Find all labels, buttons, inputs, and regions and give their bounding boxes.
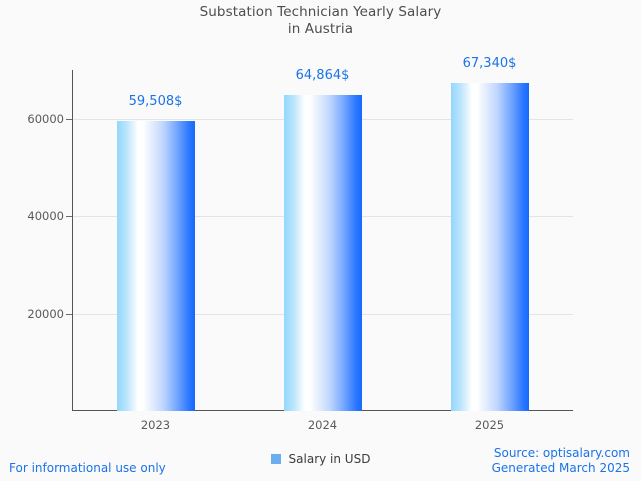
bar[interactable] (450, 82, 529, 411)
x-axis-tick-label: 2024 (307, 418, 338, 432)
bar-value-label: 67,340$ (462, 55, 517, 71)
y-axis-tick-label: 60000 (27, 111, 64, 126)
x-axis-tick-label: 2023 (140, 418, 171, 432)
source-line: Source: optisalary.com (493, 446, 630, 460)
bar[interactable] (116, 121, 195, 411)
bar-value-label: 64,864$ (295, 68, 350, 84)
y-axis-labels: 20000 40000 60000 (0, 70, 64, 411)
x-axis-tick-label: 2025 (474, 418, 505, 432)
chart-title-line-1: Substation Technician Yearly Salary (199, 4, 442, 20)
generated-line: Generated March 2025 (491, 461, 630, 475)
disclaimer-text: For informational use only (9, 461, 166, 475)
source-attribution: Source: optisalary.com Generated March 2… (492, 446, 630, 476)
y-axis-tick-label: 40000 (27, 209, 64, 224)
y-axis-tick-label: 20000 (27, 306, 64, 321)
chart-title: Substation Technician Yearly Salary in A… (0, 4, 641, 38)
chart-title-line-2: in Austria (287, 21, 354, 37)
legend-swatch-icon (270, 454, 281, 464)
y-axis-tick (66, 118, 72, 120)
y-axis-tick (66, 313, 72, 315)
plot-area (66, 70, 573, 411)
y-axis-line (72, 70, 73, 411)
legend-item-label: Salary in USD (288, 452, 371, 466)
bar-value-label: 59,508$ (128, 94, 183, 110)
bar[interactable] (283, 95, 362, 411)
y-axis-tick (66, 216, 72, 218)
chart-legend[interactable]: Salary in USD (0, 452, 641, 466)
